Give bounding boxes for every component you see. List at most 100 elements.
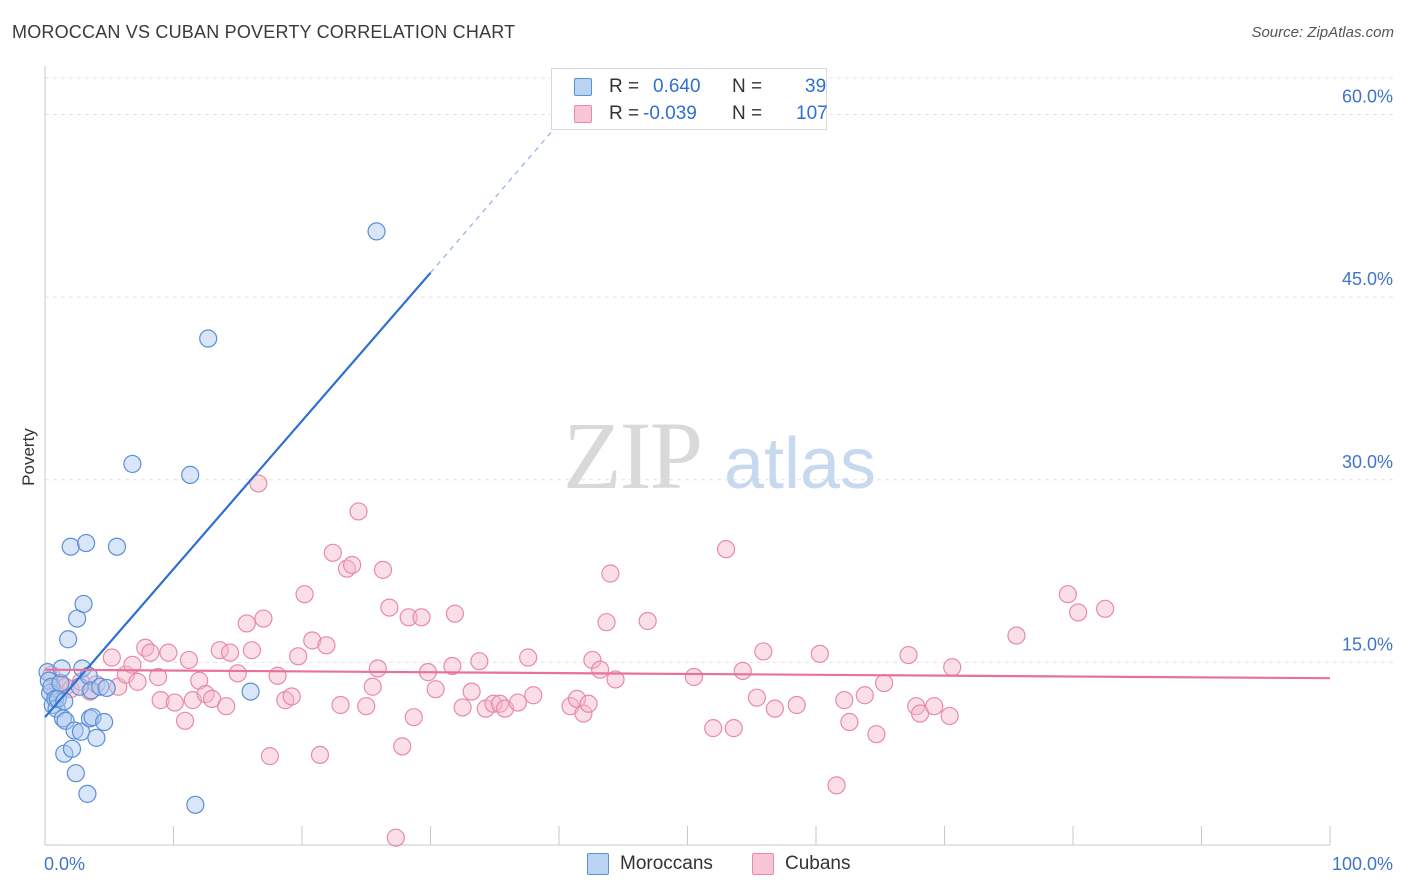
cubans-point xyxy=(470,652,489,671)
legend-swatch-moroccans xyxy=(574,78,592,96)
cubans-point xyxy=(810,644,829,663)
moroccans-point xyxy=(107,537,127,556)
cubans-point xyxy=(331,695,350,715)
cubans-point xyxy=(827,776,846,795)
moroccans-point xyxy=(59,630,78,649)
cubans-point xyxy=(268,666,287,685)
cubans-point xyxy=(583,650,602,670)
cubans-point xyxy=(323,543,342,562)
axis-labels: 15.0% 30.0% 45.0% 60.0% 0.0% 100.0% Poverty xyxy=(19,87,1393,874)
cubans-point xyxy=(943,658,962,677)
cubans-trend-line xyxy=(44,668,1331,680)
bottom-legend-label-moroccans: Moroccans xyxy=(620,853,713,874)
y-axis-label: Poverty xyxy=(19,428,38,486)
bottom-legend-swatch-moroccans xyxy=(587,853,609,875)
y-tick-label: 60.0% xyxy=(1342,87,1393,107)
cubans-point xyxy=(490,694,509,713)
trend-lines xyxy=(44,122,1331,718)
cubans-point xyxy=(462,682,481,701)
cubans-points xyxy=(42,474,1115,847)
cubans-point xyxy=(220,643,240,662)
legend-n-label: N = xyxy=(732,76,763,97)
y-tick-label: 45.0% xyxy=(1342,269,1393,289)
cubans-point xyxy=(519,648,538,667)
moroccans-point xyxy=(74,594,93,614)
correlation-legend: R = 0.640 N = 39 R = -0.039 N = 107 xyxy=(551,68,828,130)
cubans-point xyxy=(254,609,273,628)
cubans-point xyxy=(202,689,222,709)
moroccans-point xyxy=(61,537,80,556)
moroccans-point xyxy=(52,659,71,678)
y-tick-label: 15.0% xyxy=(1342,634,1393,654)
cubans-point xyxy=(217,697,236,716)
cubans-point xyxy=(148,667,168,687)
cubans-point xyxy=(237,614,256,633)
cubans-point xyxy=(579,694,598,713)
cubans-point xyxy=(591,660,610,679)
moroccans-point xyxy=(73,659,92,678)
moroccans-point xyxy=(95,712,114,732)
cubans-point xyxy=(399,608,418,627)
cubans-point xyxy=(867,725,886,744)
moroccans-point xyxy=(77,533,96,553)
cubans-point xyxy=(704,719,723,738)
cubans-point xyxy=(151,691,170,710)
cubans-point xyxy=(754,642,773,661)
moroccans-point xyxy=(55,692,74,711)
moroccans-point xyxy=(65,721,84,740)
cubans-point xyxy=(159,643,178,662)
moroccans-trend-extension xyxy=(430,122,560,274)
legend-n-value: 107 xyxy=(796,103,828,124)
cubans-point xyxy=(165,693,184,712)
legend-r-label: R = xyxy=(609,103,640,124)
cubans-point xyxy=(1058,585,1077,604)
legend-n-label: N = xyxy=(732,103,763,124)
moroccans-point xyxy=(367,222,386,241)
cubans-point xyxy=(317,636,336,655)
cubans-point xyxy=(940,706,959,726)
source-label: Source: ZipAtlas.com xyxy=(1251,24,1394,41)
cubans-point xyxy=(445,604,465,623)
axes xyxy=(44,66,1331,846)
cubans-point xyxy=(787,695,806,715)
legend-r-value: 0.640 xyxy=(653,76,701,97)
moroccans-point xyxy=(91,677,110,696)
cubans-point xyxy=(128,672,147,691)
cubans-point xyxy=(747,688,766,707)
cubans-point xyxy=(141,643,160,662)
moroccans-point xyxy=(83,708,102,727)
cubans-point xyxy=(716,540,736,559)
cubans-point xyxy=(295,585,314,604)
cubans-point xyxy=(899,645,918,665)
legend-n-value: 39 xyxy=(805,76,827,97)
cubans-point xyxy=(1096,599,1115,618)
cubans-point xyxy=(412,608,431,627)
moroccans-point xyxy=(97,678,116,698)
watermark-atlas: atlas xyxy=(724,424,876,504)
legend-r-value: -0.039 xyxy=(643,103,697,124)
cubans-point xyxy=(102,648,121,667)
cubans-point xyxy=(638,611,657,631)
cubans-point xyxy=(765,699,784,718)
moroccans-point xyxy=(181,465,200,484)
moroccans-point xyxy=(66,764,85,783)
cubans-point xyxy=(453,698,472,717)
cubans-point xyxy=(310,745,330,765)
moroccans-point xyxy=(71,722,91,741)
cubans-point xyxy=(260,747,279,766)
cubans-point xyxy=(875,673,894,693)
cubans-point xyxy=(601,564,620,583)
moroccans-point xyxy=(51,673,70,693)
cubans-point xyxy=(404,708,423,727)
cubans-point xyxy=(357,697,376,716)
cubans-point xyxy=(303,631,322,650)
bottom-legend-label-cubans: Cubans xyxy=(785,853,851,874)
chart-title: MOROCCAN VS CUBAN POVERTY CORRELATION CH… xyxy=(12,22,516,42)
cubans-point xyxy=(289,647,308,666)
moroccans-point xyxy=(241,682,260,701)
cubans-point xyxy=(373,560,393,579)
cubans-point xyxy=(368,659,387,678)
cubans-point xyxy=(349,502,368,521)
cubans-point xyxy=(282,687,301,706)
